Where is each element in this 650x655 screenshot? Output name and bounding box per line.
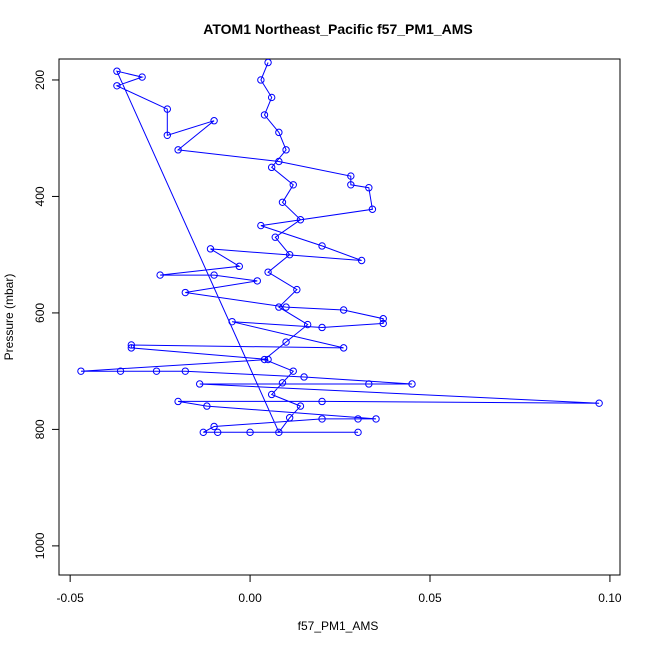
plot-frame	[58, 58, 621, 576]
point	[174, 397, 182, 406]
point	[195, 380, 204, 388]
point	[260, 111, 269, 119]
point	[174, 146, 182, 154]
point	[354, 415, 362, 423]
point	[152, 367, 161, 375]
x-axis-label: f57_PM1_AMS	[298, 619, 379, 633]
point	[163, 105, 172, 113]
point	[275, 303, 283, 311]
point	[318, 242, 326, 250]
point	[127, 341, 136, 349]
point	[210, 271, 218, 279]
point	[199, 428, 207, 437]
point	[282, 146, 290, 154]
point	[181, 367, 190, 375]
point	[210, 422, 218, 431]
point	[595, 399, 603, 407]
point	[354, 428, 362, 437]
point	[260, 355, 269, 364]
point	[206, 245, 215, 253]
x-tick-label: 0.05	[418, 591, 442, 605]
point	[379, 315, 387, 323]
point	[127, 344, 136, 352]
x-tick-label: -0.05	[56, 591, 84, 605]
point	[372, 415, 380, 423]
point	[339, 344, 348, 352]
point	[257, 76, 265, 84]
point	[264, 355, 272, 364]
point	[181, 288, 190, 297]
point	[357, 256, 366, 265]
point	[347, 172, 355, 180]
point	[156, 271, 164, 279]
point	[296, 216, 305, 224]
point	[275, 128, 283, 137]
point	[138, 73, 146, 81]
point	[285, 414, 294, 422]
point	[210, 117, 218, 125]
point	[293, 285, 301, 294]
point	[203, 402, 211, 410]
point	[116, 367, 125, 375]
point	[228, 317, 236, 326]
point	[339, 306, 348, 314]
point	[264, 59, 272, 67]
point	[275, 157, 283, 166]
y-tick-label: 600	[33, 303, 47, 323]
point	[275, 428, 283, 437]
point	[77, 367, 85, 375]
point	[379, 319, 387, 328]
x-tick-label: 0.10	[598, 591, 622, 605]
point	[282, 303, 290, 311]
point	[264, 268, 272, 276]
point	[285, 250, 294, 259]
point	[235, 262, 243, 271]
point	[113, 82, 121, 90]
point	[289, 367, 297, 375]
point	[163, 131, 172, 139]
point	[257, 221, 265, 230]
point	[300, 373, 308, 381]
point	[213, 428, 222, 437]
point	[365, 184, 373, 192]
y-axis-label: Pressure (mbar)	[2, 274, 16, 361]
point	[365, 380, 373, 388]
point	[253, 277, 261, 285]
point	[289, 181, 297, 189]
point	[282, 338, 290, 346]
y-tick-label: 800	[33, 419, 47, 439]
point	[113, 67, 121, 75]
y-tick-label: 1000	[33, 532, 47, 559]
point	[267, 93, 276, 102]
point	[318, 415, 326, 423]
y-tick-label: 200	[33, 70, 47, 90]
chart-title: ATOM1 Northeast_Pacific f57_PM1_AMS	[203, 21, 472, 37]
point	[318, 323, 326, 332]
point	[347, 181, 355, 189]
point	[408, 380, 416, 388]
point	[267, 390, 276, 399]
point	[278, 379, 287, 387]
series-line	[80, 62, 600, 434]
point	[303, 320, 312, 329]
point	[368, 205, 377, 213]
x-tick-label: 0.00	[238, 591, 262, 605]
point	[296, 402, 305, 410]
point	[246, 428, 254, 437]
y-tick-label: 400	[33, 186, 47, 206]
point	[271, 233, 279, 241]
point	[267, 163, 276, 172]
point	[278, 198, 287, 206]
point	[318, 397, 326, 406]
